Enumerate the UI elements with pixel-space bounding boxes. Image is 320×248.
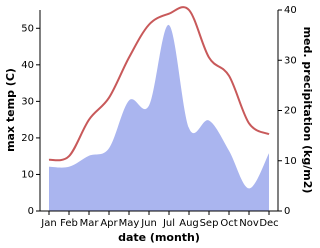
x-tick-label: Nov (239, 218, 259, 229)
y2-tick-label: 20 (284, 106, 297, 117)
x-tick-label: Jul (162, 218, 175, 229)
x-tick-label: Jun (140, 218, 157, 229)
y2-tick-label: 0 (284, 206, 290, 217)
x-tick-label: Apr (100, 218, 118, 229)
precipitation-area (49, 24, 269, 211)
x-tick-label: May (119, 218, 140, 229)
x-tick-label: Aug (179, 218, 199, 229)
y-axis-label: max temp (C) (4, 68, 17, 152)
x-tick-label: Sep (200, 218, 219, 229)
y-tick-label: 50 (21, 23, 34, 34)
y2-axis-label: med. precipitation (kg/m2) (301, 27, 314, 194)
x-tick-label: Oct (220, 218, 237, 229)
x-tick-label: Feb (60, 218, 78, 229)
y-tick-label: 10 (21, 169, 34, 180)
y2-tick-label: 10 (284, 156, 297, 167)
y-tick-label: 20 (21, 133, 34, 144)
x-axis-label: date (month) (118, 231, 200, 244)
temperature-line (48, 6, 270, 162)
y-tick-label: 40 (21, 60, 34, 71)
y2-tick-label: 30 (284, 55, 297, 66)
y-tick-label: 0 (28, 206, 34, 217)
x-tick-label: Dec (259, 218, 278, 229)
x-tick-label: Mar (80, 218, 100, 229)
x-tick-label: Jan (40, 218, 56, 229)
y2-tick-label: 40 (284, 5, 297, 16)
y-tick-label: 30 (21, 96, 34, 107)
